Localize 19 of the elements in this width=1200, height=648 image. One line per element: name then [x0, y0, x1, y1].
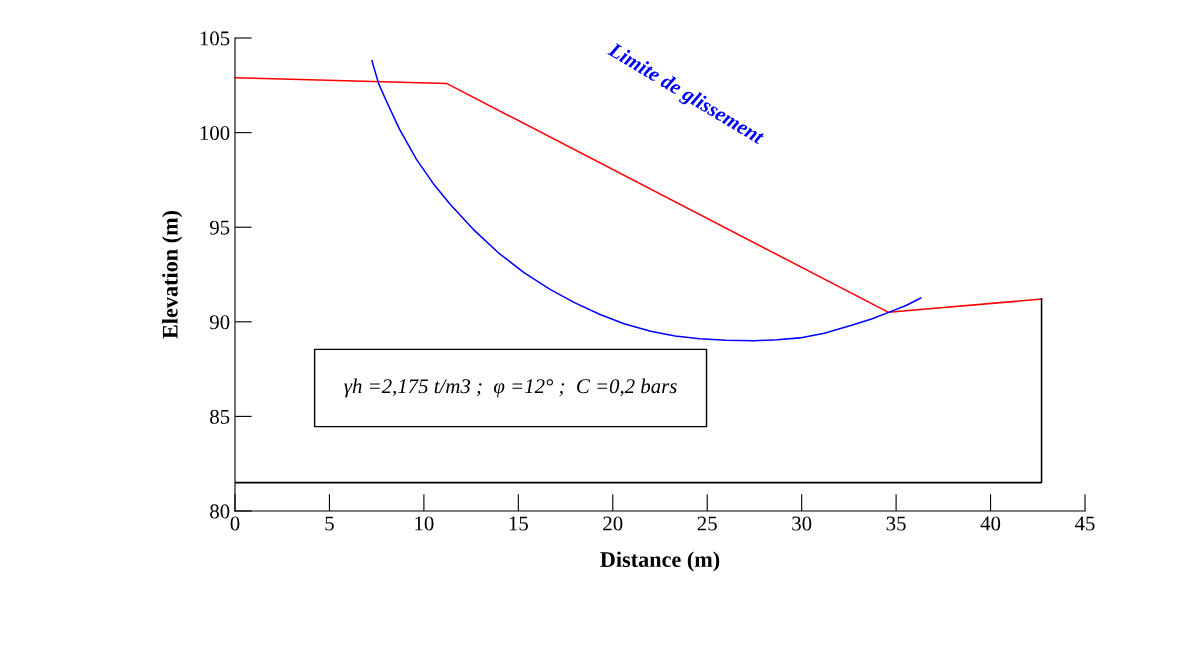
x-tick-label: 30	[792, 516, 812, 531]
y-tick-label: 95	[209, 220, 230, 235]
x-axis-title: Distance (m)	[600, 551, 720, 572]
y-tick-label: 85	[210, 409, 230, 424]
x-tick-label: 45	[1074, 516, 1095, 531]
x-tick-label: 40	[980, 516, 1001, 531]
x-tick-label: 20	[603, 516, 623, 531]
x-tick-label: 35	[886, 516, 906, 531]
y-tick-label: 105	[200, 31, 230, 46]
y-tick-label: 90	[209, 315, 230, 330]
y-tick-label: 80	[210, 504, 230, 519]
x-tick-label: 15	[509, 516, 528, 531]
y-axis-title: Elevation (m)	[162, 210, 183, 339]
x-tick-label: 0	[230, 516, 240, 531]
annotation: γh =2,175 t/m3 ; φ =12° ; C =0,2 bars	[344, 378, 677, 398]
y-tick-label: 100	[200, 125, 230, 141]
x-tick-label: 10	[415, 516, 434, 531]
x-tick-label: 25	[697, 516, 717, 531]
x-tick-label: 5	[325, 516, 334, 531]
